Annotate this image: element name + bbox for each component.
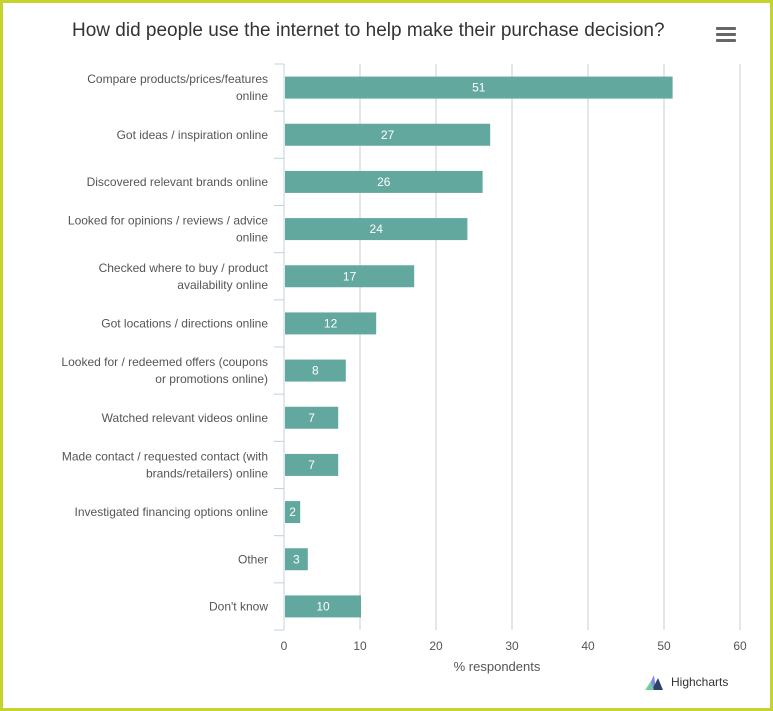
bar <box>285 123 491 146</box>
x-tick-label: 40 <box>581 639 595 653</box>
x-tick-label: 0 <box>281 639 288 653</box>
bar <box>285 501 301 524</box>
category-label: Don't know <box>209 599 268 613</box>
data-label: 51 <box>472 81 486 95</box>
data-label: 26 <box>377 175 391 189</box>
bar <box>285 406 339 429</box>
category-label: Other <box>238 552 268 566</box>
data-label: 12 <box>324 316 338 330</box>
bar <box>285 359 346 382</box>
category-label: Checked where to buy / product availabili… <box>99 261 269 292</box>
x-tick-label: 50 <box>657 639 671 653</box>
x-tick-label: 20 <box>429 639 443 653</box>
bar <box>285 218 468 241</box>
data-label: 27 <box>381 128 395 142</box>
category-label: Watched relevant videos online <box>102 411 269 425</box>
data-label: 10 <box>316 599 330 613</box>
credits-text: Highcharts <box>671 675 729 689</box>
x-tick-label: 30 <box>505 639 519 653</box>
data-label: 8 <box>312 364 319 378</box>
data-label: 7 <box>308 411 315 425</box>
category-label: Looked for opinions / reviews / advice on… <box>68 214 268 245</box>
x-tick-label: 60 <box>733 639 747 653</box>
chart-title: How did people use the internet to help … <box>72 20 665 41</box>
credits-link[interactable]: Highcharts <box>645 673 728 691</box>
x-tick-label: 10 <box>353 639 367 653</box>
bar <box>285 312 377 335</box>
data-label: 2 <box>289 505 296 519</box>
bar <box>285 76 673 99</box>
category-label: Got ideas / inspiration online <box>117 128 269 142</box>
bar <box>285 170 483 193</box>
hamburger-menu-icon[interactable] <box>714 24 738 44</box>
data-label: 17 <box>343 269 357 283</box>
bar <box>285 548 308 571</box>
data-label: 3 <box>293 552 300 566</box>
bar <box>285 453 339 476</box>
highcharts-logo-icon <box>645 675 663 690</box>
bar <box>285 595 361 618</box>
category-label: Investigated financing options online <box>75 505 269 519</box>
data-label: 7 <box>308 458 315 472</box>
category-label: Made contact / requested contact (with br… <box>62 449 268 480</box>
bar <box>285 265 415 288</box>
category-label: Compare products/prices/features online <box>87 72 268 103</box>
x-axis-title: % respondents <box>454 659 541 674</box>
data-label: 24 <box>370 222 384 236</box>
category-label: Looked for / redeemed offers (coupons or … <box>61 355 268 386</box>
category-label: Discovered relevant brands online <box>87 175 269 189</box>
category-label: Got locations / directions online <box>101 316 268 330</box>
